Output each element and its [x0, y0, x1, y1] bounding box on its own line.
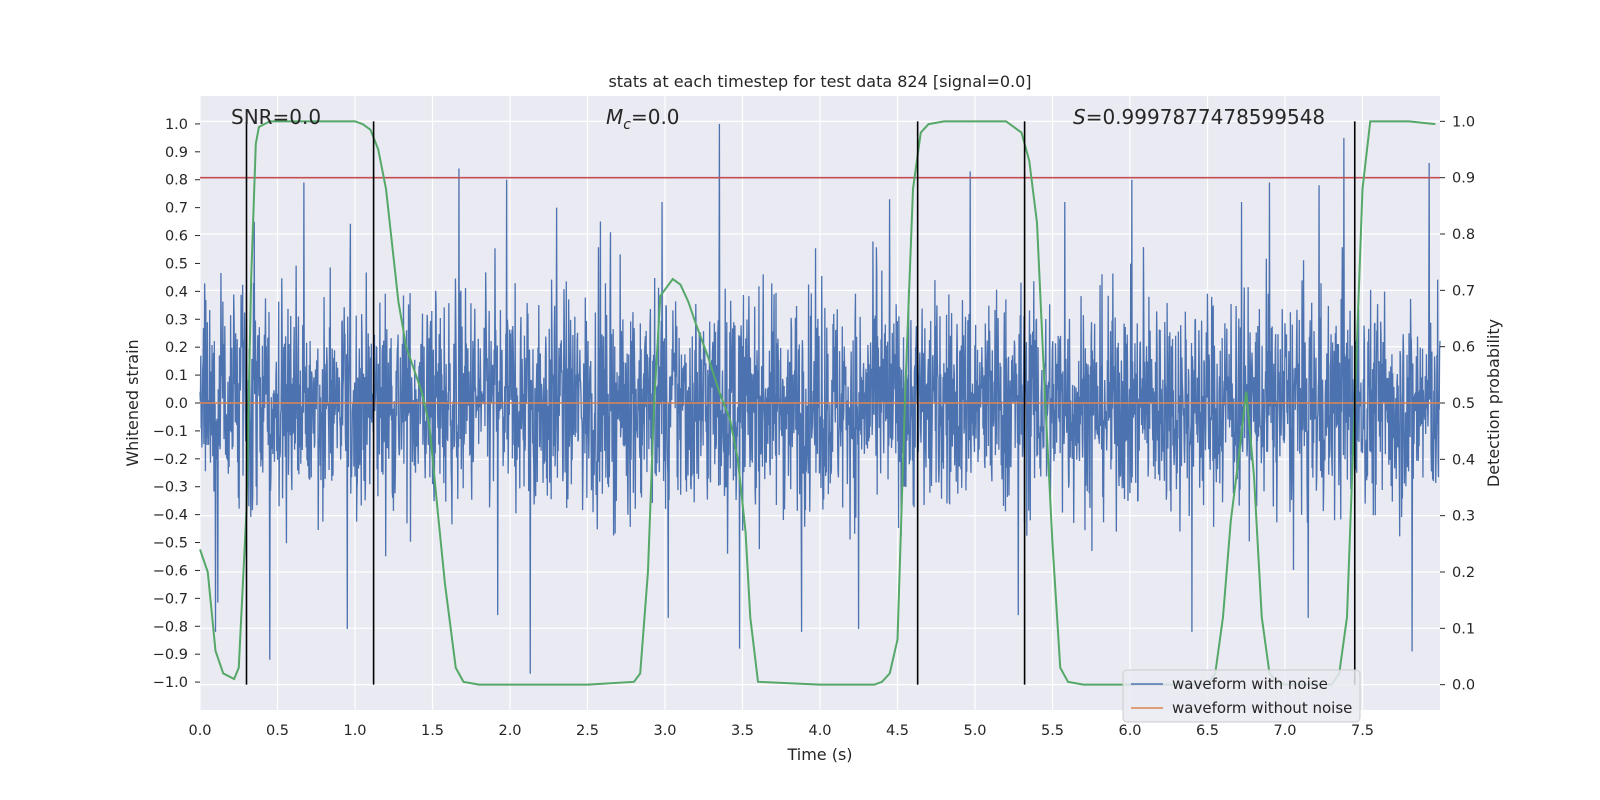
y2-tick-label: 0.2 — [1452, 565, 1475, 581]
y-tick-label: 0.2 — [165, 340, 188, 356]
x-tick-label: 1.0 — [343, 723, 366, 739]
x-axis-label: Time (s) — [786, 745, 852, 764]
x-tick-label: 4.5 — [886, 723, 909, 739]
y2-tick-label: 1.0 — [1452, 114, 1475, 130]
y-tick-label: 0.9 — [165, 145, 188, 161]
y-tick-label: 0.7 — [165, 201, 188, 217]
y-tick-label: 0.0 — [165, 396, 188, 412]
y2-tick-label: 0.9 — [1452, 171, 1475, 187]
chart-title: stats at each timestep for test data 824… — [608, 72, 1031, 91]
legend-label-clean: waveform without noise — [1172, 699, 1352, 717]
s-value: =0.9997877478599548 — [1086, 105, 1325, 129]
y2-tick-label: 0.5 — [1452, 396, 1475, 412]
y-tick-label: −0.7 — [153, 591, 188, 607]
y2-tick-label: 0.7 — [1452, 283, 1475, 299]
x-tick-label: 6.5 — [1196, 723, 1219, 739]
y-tick-label: −0.5 — [153, 536, 188, 552]
x-tick-label: 2.5 — [576, 723, 599, 739]
legend: waveform with noise waveform without noi… — [1122, 669, 1361, 723]
y2-tick-label: 0.0 — [1452, 678, 1475, 694]
x-tick-label: 2.0 — [498, 723, 521, 739]
y2-tick-label: 0.4 — [1452, 452, 1475, 468]
y-tick-label: 0.8 — [165, 173, 188, 189]
legend-box — [1122, 669, 1361, 723]
legend-label-noise: waveform with noise — [1172, 675, 1328, 693]
y-tick-label: −0.9 — [153, 647, 188, 663]
y2-axis-ticks: 0.0 0.1 0.2 0.3 0.4 0.5 0.6 0.7 0.8 0.9 1.0 — [1440, 114, 1475, 694]
y-tick-label: −0.8 — [153, 619, 188, 635]
snr-annotation: SNR=0.0 — [231, 105, 321, 129]
y2-axis-label: Detection probability — [1484, 319, 1503, 487]
probability-group — [199, 120, 1436, 686]
x-tick-label: 3.0 — [653, 723, 676, 739]
y-tick-label: −0.6 — [153, 563, 188, 579]
y-tick-label: −0.4 — [153, 508, 188, 524]
vertical-lines-group — [245, 121, 1356, 685]
y-tick-label: −0.2 — [153, 452, 188, 468]
x-tick-label: 0.0 — [188, 723, 211, 739]
x-tick-label: 5.0 — [963, 723, 986, 739]
s-symbol: S — [1073, 105, 1086, 129]
y-tick-label: −0.1 — [153, 424, 188, 440]
y-tick-label: 0.5 — [165, 256, 188, 272]
y2-tick-label: 0.3 — [1452, 509, 1475, 525]
mc-subscript: c — [623, 117, 631, 133]
x-axis-ticks: 0.0 0.5 1.0 1.5 2.0 2.5 3.0 3.5 4.0 4.5 5.0 5.5 6.0 6… — [188, 723, 1374, 739]
y-tick-label: −1.0 — [153, 675, 188, 691]
x-tick-label: 7.0 — [1273, 723, 1296, 739]
y2-tick-label: 0.8 — [1452, 227, 1475, 243]
noise-waveform-group — [199, 123, 1441, 674]
y2-tick-label: 0.6 — [1452, 340, 1475, 356]
x-tick-label: 4.0 — [808, 723, 831, 739]
y-tick-label: 0.3 — [165, 312, 188, 328]
x-tick-label: 0.5 — [266, 723, 289, 739]
y2-tick-label: 0.1 — [1452, 621, 1475, 637]
y-axis-label: Whitened strain — [123, 339, 142, 466]
y-axis-ticks: −1.0 −0.9 −0.8 −0.7 −0.6 −0.5 −0.4 −0.3 −0.2 −0.1… — [153, 117, 200, 691]
mc-symbol: M — [606, 105, 623, 129]
y-tick-label: 0.1 — [165, 368, 188, 384]
x-tick-label: 1.5 — [421, 723, 444, 739]
y-tick-label: 0.6 — [165, 229, 188, 245]
y-tick-label: 1.0 — [165, 117, 188, 133]
x-tick-label: 5.5 — [1041, 723, 1064, 739]
detection-probability-line — [199, 120, 1436, 686]
x-tick-label: 3.5 — [731, 723, 754, 739]
y-tick-label: −0.3 — [153, 480, 188, 496]
mc-annotation: Mc=0.0 — [606, 105, 680, 133]
mc-value: =0.0 — [631, 105, 680, 129]
x-tick-label: 6.0 — [1118, 723, 1141, 739]
s-annotation: S=0.9997877478599548 — [1073, 105, 1325, 129]
y-tick-label: 0.4 — [165, 284, 188, 300]
x-tick-label: 7.5 — [1351, 723, 1374, 739]
waveform-with-noise-line — [199, 123, 1441, 674]
